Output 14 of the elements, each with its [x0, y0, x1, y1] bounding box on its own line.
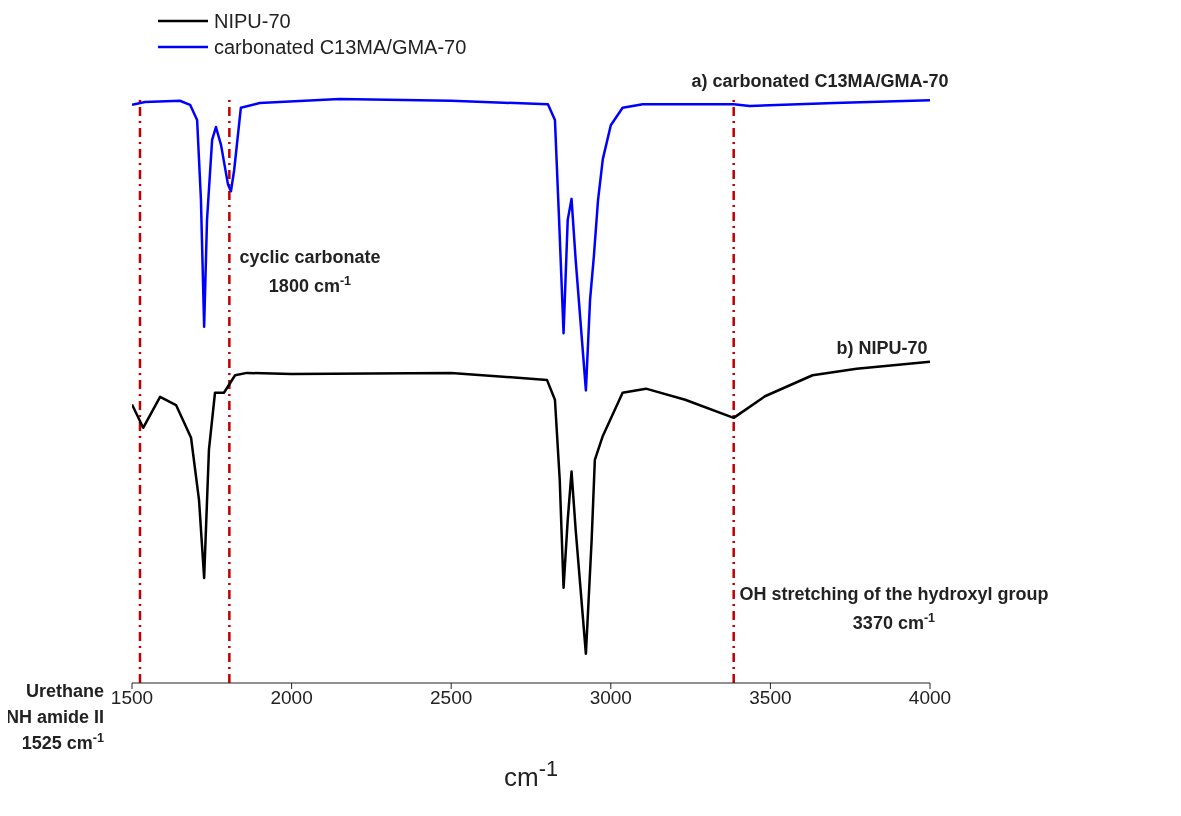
legend-label: NIPU-70: [214, 9, 291, 33]
x-tick-label: 1500: [110, 687, 154, 709]
annotation: cyclic carbonate 1800 cm$^{-1}$: [239, 247, 381, 296]
annotation: b) NIPU-70: [836, 338, 928, 358]
legend-label: carbonated C13MA/GMA-70: [214, 35, 467, 59]
x-tick-label: 2000: [270, 687, 313, 709]
x-axis-title: cm$^{-1}$: [503, 756, 559, 793]
x-tick-label: 3000: [589, 687, 632, 709]
x-tick-label: 2500: [430, 687, 473, 709]
x-tick-label: 3500: [749, 687, 792, 709]
text: a) carbonated C13MA/GMA-70: [691, 71, 949, 91]
annotation: OH stretching of the hydroxyl group 3370 cm$^{-1}$: [739, 584, 1049, 633]
x-tick-label: 4000: [908, 687, 952, 709]
ref-line-label: Urethane NH amide II 1525 cm$^{-1}$: [5, 681, 104, 753]
